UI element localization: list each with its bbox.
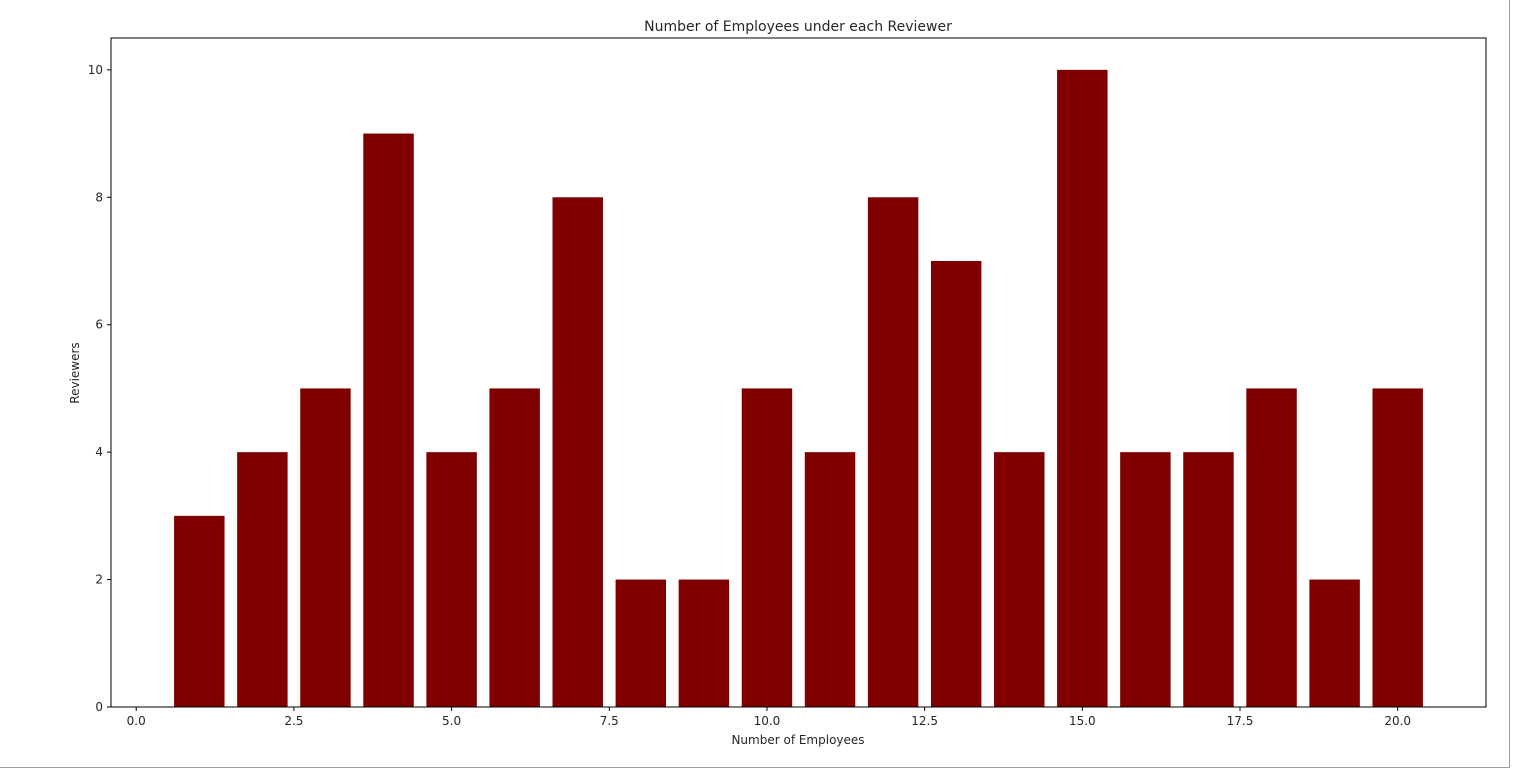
bar-13: [930, 261, 982, 707]
bar-6: [489, 388, 540, 707]
bar-11: [804, 452, 856, 707]
bar-8: [615, 579, 667, 707]
bar-1: [174, 515, 225, 707]
bar-18: [1246, 388, 1297, 707]
x-tick-label: 5.0: [442, 714, 461, 728]
bar-19: [1309, 579, 1360, 707]
bar-20: [1372, 388, 1423, 707]
x-tick-label: 12.5: [911, 714, 938, 728]
bars-group: [174, 69, 1423, 708]
bar-15: [1057, 69, 1108, 708]
y-tick-label: 10: [88, 63, 103, 77]
x-tick-label: 17.5: [1227, 714, 1254, 728]
bar-14: [994, 452, 1045, 707]
plot-frame: [110, 37, 1487, 708]
output-frame-right-border: [1509, 0, 1510, 768]
x-axis-ticks: 0.0 2.5 5.0 7.5 10.0 12.5 15.0 17.5 20.0: [127, 707, 1411, 728]
y-tick-label: 4: [95, 445, 103, 459]
y-tick-label: 0: [95, 700, 103, 714]
x-tick-label: 10.0: [754, 714, 781, 728]
x-axis-label: Number of Employees: [731, 733, 864, 747]
bar-5: [426, 452, 477, 707]
y-axis-ticks: 0 2 4 6 8 10: [88, 63, 111, 714]
bar-7: [552, 197, 603, 708]
y-tick-label: 6: [95, 318, 103, 332]
chart-title: Number of Employees under each Reviewer: [644, 19, 952, 35]
x-tick-label: 7.5: [600, 714, 619, 728]
bar-2: [237, 452, 288, 707]
x-tick-label: 2.5: [284, 714, 303, 728]
bar-10: [741, 388, 793, 707]
y-tick-label: 8: [95, 190, 103, 204]
bar-17: [1183, 452, 1234, 707]
y-tick-label: 2: [95, 573, 103, 587]
bar-16: [1120, 452, 1171, 707]
x-tick-label: 15.0: [1069, 714, 1096, 728]
bar-4: [363, 133, 414, 707]
x-tick-label: 20.0: [1384, 714, 1411, 728]
bar-3: [300, 388, 351, 707]
output-frame-bottom-border: [0, 767, 1510, 768]
bar-12: [867, 197, 919, 708]
x-tick-label: 0.0: [127, 714, 146, 728]
bar-9: [678, 579, 730, 707]
y-axis-label: Reviewers: [68, 342, 82, 403]
